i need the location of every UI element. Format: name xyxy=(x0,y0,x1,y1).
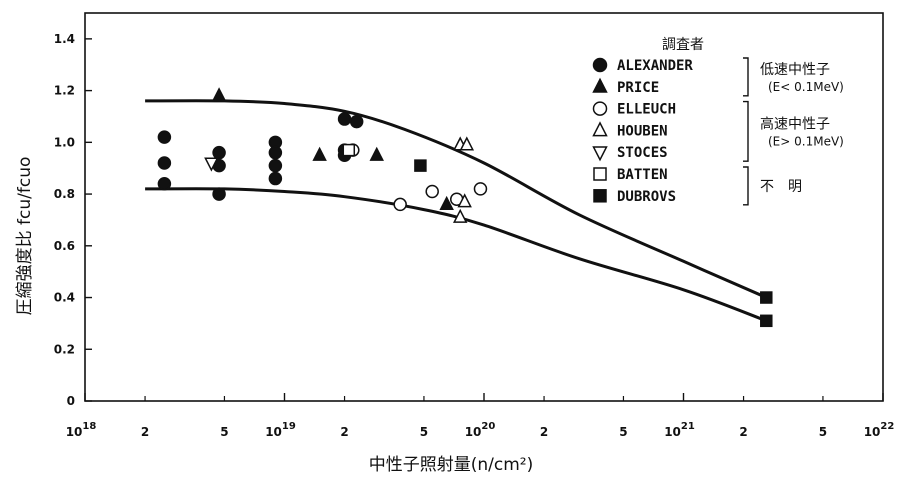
y-tick-label: 1.2 xyxy=(54,84,75,98)
y-tick-label: 0.2 xyxy=(54,342,75,356)
y-tick-label: 0.8 xyxy=(54,187,75,201)
point-alexander xyxy=(268,145,283,160)
legend-group-bracket xyxy=(743,166,749,206)
legend-group-sub: (E< 0.1MeV) xyxy=(768,80,844,94)
x-minor-tick-label: 5 xyxy=(819,425,827,439)
x-minor-tick-label: 2 xyxy=(739,425,747,439)
x-minor-tick-label: 2 xyxy=(141,425,149,439)
y-axis-title: 圧縮強度比 fcu/fcuo xyxy=(15,157,35,316)
point-houben xyxy=(457,193,472,208)
legend-label-batten: BATTEN xyxy=(617,167,668,183)
x-minor-tick-label: 2 xyxy=(540,425,548,439)
point-alexander xyxy=(157,156,172,170)
point-alexander xyxy=(349,114,364,129)
trend-curve xyxy=(145,99,767,299)
point-alexander xyxy=(268,171,283,186)
point-price xyxy=(369,146,384,161)
legend-marker-elleuch xyxy=(592,101,608,116)
axis-ticks: 0 0.2 0.4 0.6 0.8 1.0 1.2 1.4 1018 1019 1020 1021 10… xyxy=(54,32,895,439)
y-tick-label: 0.4 xyxy=(54,291,75,305)
point-elleuch xyxy=(425,184,439,199)
legend-group-label: 不 明 xyxy=(760,179,802,195)
legend-marker-batten xyxy=(593,167,607,181)
point-price xyxy=(211,87,227,102)
legend-title: 調査者 xyxy=(662,37,704,53)
point-price xyxy=(439,195,454,210)
legend-marker-dubrovs xyxy=(593,189,607,203)
legend-group-sub: (E> 0.1MeV) xyxy=(768,134,844,148)
x-minor-tick-label: 5 xyxy=(420,425,428,439)
legend: 調査者 ALEXANDER PRICE ELLEUCH HOUBEN STOCES BATT… xyxy=(592,37,844,206)
point-alexander xyxy=(212,145,226,160)
x-major-tick-label: 1021 xyxy=(664,421,695,439)
point-stoces xyxy=(204,157,219,172)
point-elleuch xyxy=(473,182,488,196)
x-tick-exponent: 19 xyxy=(282,421,296,432)
legend-label-houben: HOUBEN xyxy=(617,123,668,139)
x-major-tick-label: 1022 xyxy=(864,421,895,439)
legend-marker-stoces xyxy=(592,146,608,162)
x-minor-tick-label: 2 xyxy=(340,425,348,439)
x-tick-exponent: 20 xyxy=(481,421,495,432)
x-minor-tick-label: 5 xyxy=(619,425,627,439)
legend-group-bracket xyxy=(743,57,749,97)
legend-label-stoces: STOCES xyxy=(617,145,668,161)
point-alexander xyxy=(157,176,172,191)
y-tick-label: 0 xyxy=(67,394,75,408)
point-houben xyxy=(452,208,468,223)
x-minor-tick-label: 5 xyxy=(220,425,228,439)
point-alexander xyxy=(157,130,172,144)
legend-label-price: PRICE xyxy=(617,80,659,96)
legend-group-label: 高速中性子 xyxy=(760,115,830,132)
x-major-tick-label: 1020 xyxy=(465,421,496,439)
legend-marker-alexander xyxy=(592,57,608,73)
legend-marker-price xyxy=(592,77,608,93)
point-dubrovs xyxy=(760,291,773,304)
legend-marker-houben xyxy=(592,121,608,137)
point-elleuch xyxy=(393,197,407,212)
point-batten xyxy=(342,143,356,157)
legend-group-label: 低速中性子 xyxy=(760,62,830,78)
x-tick-exponent: 18 xyxy=(82,421,96,432)
point-price xyxy=(312,146,327,161)
legend-label-dubrovs: DUBROVS xyxy=(617,189,676,205)
point-alexander xyxy=(212,187,226,201)
x-tick-exponent: 22 xyxy=(880,421,894,432)
point-dubrovs xyxy=(414,159,427,172)
point-dubrovs xyxy=(760,314,773,328)
x-axis-title: 中性子照射量(n/cm²) xyxy=(369,455,534,475)
legend-label-alexander: ALEXANDER xyxy=(617,58,693,74)
legend-group-bracket xyxy=(743,100,749,162)
x-major-tick-label: 1018 xyxy=(66,421,97,439)
data-points xyxy=(157,87,773,328)
legend-label-elleuch: ELLEUCH xyxy=(617,102,676,118)
point-alexander xyxy=(268,158,283,173)
y-tick-label: 1.0 xyxy=(54,135,75,149)
y-tick-label: 1.4 xyxy=(54,32,75,46)
point-houben xyxy=(459,136,475,151)
trend-curve xyxy=(145,187,767,323)
point-alexander xyxy=(337,112,352,126)
x-tick-exponent: 21 xyxy=(681,421,695,432)
trend-curves xyxy=(145,99,767,323)
x-major-tick-label: 1019 xyxy=(265,421,296,439)
y-tick-label: 0.6 xyxy=(54,239,75,253)
